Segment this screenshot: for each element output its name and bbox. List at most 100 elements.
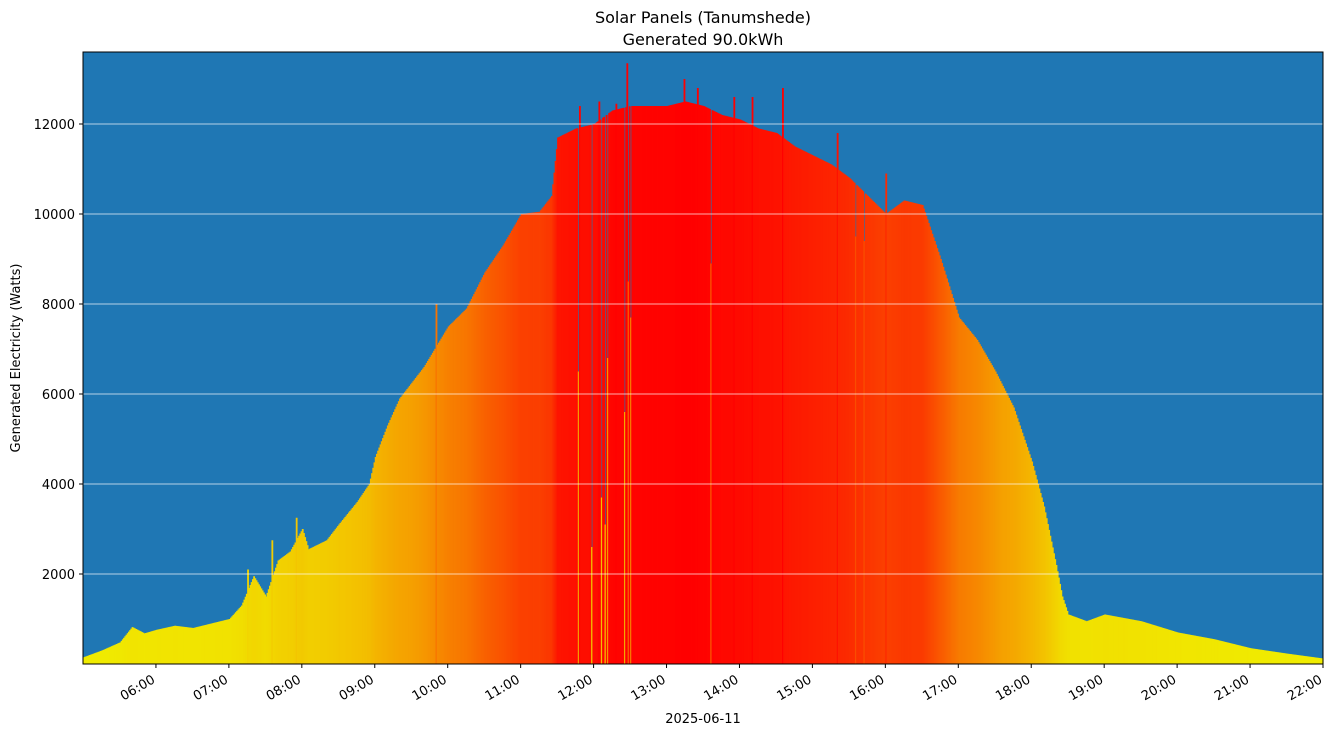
bar	[420, 370, 423, 664]
bar	[951, 294, 953, 664]
bar	[763, 130, 766, 664]
bar	[800, 149, 803, 664]
bar	[717, 113, 720, 664]
bar	[670, 105, 672, 665]
bar	[249, 585, 252, 664]
bar	[485, 270, 488, 664]
bar	[908, 201, 911, 664]
bar	[625, 107, 628, 664]
bar	[327, 538, 330, 664]
bar	[457, 316, 460, 664]
bar	[345, 515, 348, 664]
bar	[1009, 400, 1012, 664]
bar	[355, 503, 358, 664]
bar	[1076, 617, 1079, 664]
bar	[1044, 512, 1047, 664]
bar	[671, 104, 674, 665]
bar	[1152, 625, 1155, 664]
bar	[1117, 616, 1120, 664]
bar	[1071, 615, 1074, 664]
bar	[1098, 616, 1100, 664]
chart-subtitle: Generated 90.0kWh	[623, 30, 784, 49]
bar	[701, 105, 704, 664]
bar	[825, 162, 828, 664]
bar	[83, 657, 85, 664]
bar	[709, 109, 711, 664]
bar	[499, 249, 502, 664]
bar	[191, 627, 194, 664]
bar	[750, 124, 753, 664]
bar	[1145, 622, 1148, 664]
bar	[659, 106, 662, 664]
bar	[1276, 652, 1279, 664]
bar	[1194, 635, 1196, 664]
bar	[261, 590, 264, 664]
bar	[216, 622, 219, 664]
bar	[372, 467, 375, 664]
bar	[1064, 603, 1066, 664]
x-tick-label: 10:00	[410, 672, 450, 704]
bar	[1002, 385, 1004, 664]
bar	[1065, 607, 1068, 664]
bar	[817, 157, 820, 664]
bar	[1205, 637, 1207, 664]
bar	[517, 220, 519, 665]
bar	[970, 332, 973, 664]
bar	[1139, 621, 1142, 664]
bar	[1173, 631, 1176, 665]
bar	[234, 612, 237, 664]
bar	[929, 226, 931, 664]
bar	[1217, 640, 1220, 664]
bar	[591, 547, 593, 664]
bar	[286, 554, 288, 664]
bar	[1267, 650, 1269, 664]
bar	[1305, 656, 1308, 664]
bar	[177, 626, 180, 664]
bar	[913, 202, 916, 664]
bar	[351, 508, 354, 664]
bar	[755, 127, 758, 665]
bar	[801, 150, 804, 665]
bar	[143, 633, 146, 664]
bar	[868, 197, 871, 664]
bar	[95, 652, 97, 664]
bar	[309, 548, 311, 664]
bar	[752, 126, 755, 665]
bar	[134, 628, 136, 664]
bar	[148, 631, 151, 664]
bar	[338, 524, 341, 664]
bar	[1252, 648, 1255, 664]
bar	[707, 108, 710, 664]
bar	[812, 155, 815, 664]
bar	[932, 237, 935, 664]
bar	[356, 502, 359, 664]
bar	[735, 118, 738, 665]
bar	[1121, 617, 1124, 664]
bar	[1045, 518, 1048, 664]
bar	[532, 212, 535, 664]
bar	[529, 212, 531, 664]
bar	[1156, 626, 1159, 665]
bar	[1166, 629, 1168, 665]
bar	[169, 626, 172, 664]
bar	[835, 168, 838, 664]
bar	[132, 627, 135, 664]
bar	[1118, 617, 1121, 664]
bar	[1315, 657, 1318, 664]
bar	[858, 187, 861, 664]
bar	[476, 286, 479, 664]
bar	[470, 298, 473, 664]
bar	[192, 628, 195, 664]
bar	[981, 348, 984, 664]
bar	[513, 226, 516, 664]
bar	[1234, 644, 1237, 664]
bar	[407, 387, 410, 664]
bar	[541, 208, 544, 664]
bar	[175, 625, 178, 664]
bar	[887, 212, 890, 664]
x-tick-label: 21:00	[1212, 672, 1252, 704]
bar	[615, 103, 618, 664]
bar	[828, 163, 831, 665]
bar	[664, 106, 666, 664]
bar	[890, 210, 893, 664]
